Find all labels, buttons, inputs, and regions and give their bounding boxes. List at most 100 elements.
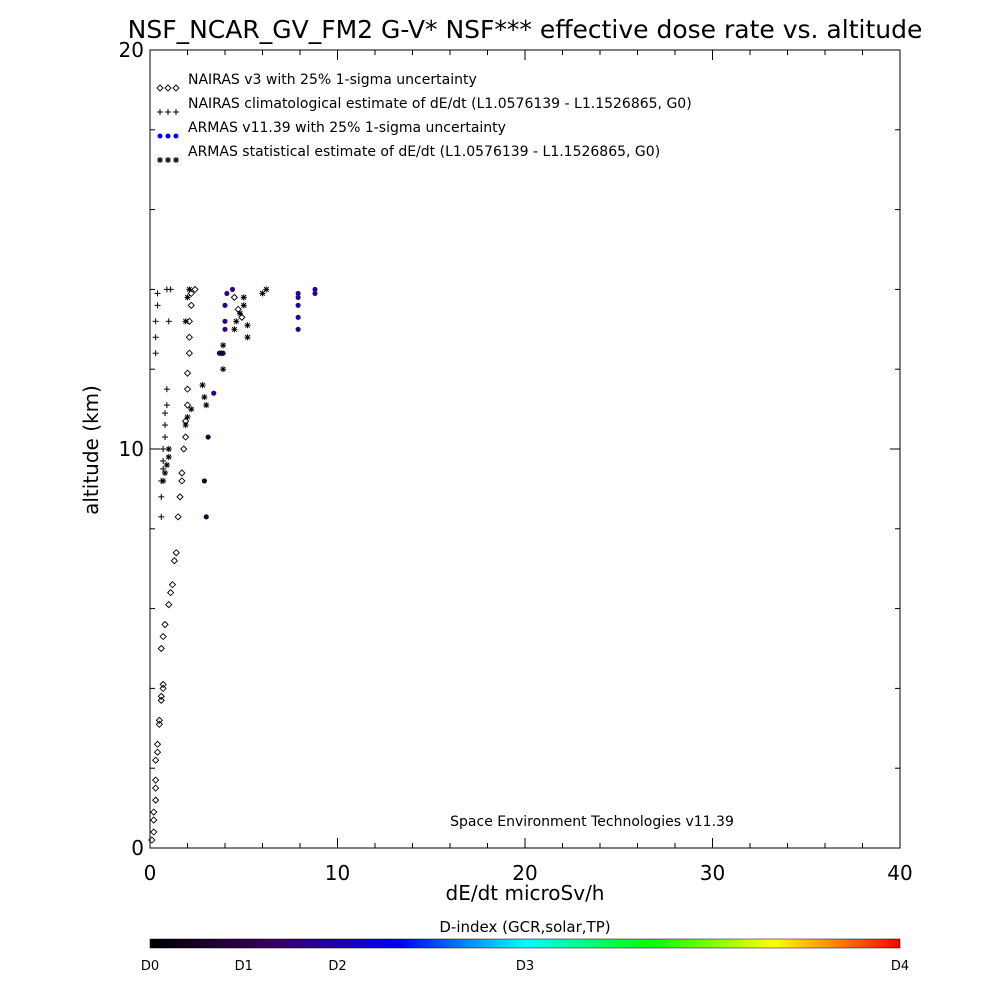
series-3 [160, 286, 270, 484]
x-tick-label: 40 [887, 861, 912, 885]
ast-d2 [263, 286, 269, 293]
data-point [187, 301, 195, 309]
data-point [153, 748, 162, 756]
legend-marker [173, 109, 179, 115]
legend-marker [173, 133, 179, 139]
data-point [222, 302, 228, 308]
legend-label: ARMAS v11.39 with 25% 1-sigma uncertaint… [188, 120, 506, 136]
colorbar [149, 938, 901, 949]
data-point [151, 776, 160, 784]
data-point [240, 302, 247, 309]
colorbar-label: D4 [891, 959, 909, 974]
data-point [159, 632, 167, 641]
data-point [174, 513, 182, 521]
data-point [183, 385, 192, 393]
ast-d2 [173, 157, 179, 163]
series-1 [152, 286, 174, 520]
ast-d2 [218, 350, 224, 356]
data-point [178, 469, 186, 477]
legend-marker [164, 84, 172, 92]
x-tick-label: 20 [512, 861, 537, 885]
data-point [168, 581, 177, 589]
series-2 [201, 286, 318, 520]
data-point [185, 317, 194, 325]
legend-marker [157, 157, 163, 163]
data-point [151, 784, 160, 792]
ast-d2 [203, 402, 209, 408]
ast-d2 [166, 446, 172, 452]
data-point [172, 549, 180, 557]
colorbar-label: D1 [235, 959, 253, 974]
data-point [153, 740, 162, 748]
data-point [312, 286, 318, 292]
ast-d2 [199, 382, 206, 388]
ast-d2 [164, 462, 170, 468]
data-point [154, 290, 161, 297]
colorbar-labels: D0 D1 D2 D3 D4 [141, 959, 909, 974]
data-point [231, 326, 238, 333]
data-point [183, 401, 192, 409]
data-point [183, 369, 192, 377]
data-point [191, 285, 199, 294]
legend-marker [157, 133, 163, 139]
data-point [188, 406, 195, 413]
data-point [222, 326, 228, 332]
data-point [180, 445, 188, 453]
data-point [165, 318, 172, 325]
data-point [295, 294, 301, 300]
data-point [178, 477, 186, 485]
data-point [159, 684, 167, 693]
data-point [222, 318, 228, 324]
data-point [233, 318, 240, 325]
data-point [185, 349, 194, 357]
data-point [160, 477, 167, 484]
data-point [151, 756, 160, 764]
data-point [295, 314, 301, 320]
data-point [205, 434, 211, 440]
data-point [167, 286, 174, 293]
ast-d2 [241, 294, 247, 300]
x-tick-label: 10 [325, 861, 350, 885]
ast-d2 [244, 322, 251, 328]
data-point [162, 434, 168, 441]
x-tick-label: 0 [144, 861, 157, 885]
x-tick-labels: 0 10 20 30 40 [144, 861, 913, 885]
ast-d2 [184, 294, 191, 300]
data-point [152, 318, 159, 325]
data-point [158, 513, 165, 520]
data-point [152, 334, 159, 341]
data-point [159, 680, 167, 689]
ast-d2 [188, 406, 194, 412]
colorbar-label: D2 [328, 959, 346, 974]
data-point [259, 290, 266, 297]
ast-d2 [157, 157, 163, 163]
data-point [203, 514, 209, 520]
data-point [230, 293, 239, 302]
data-point [157, 644, 165, 653]
ast-d2 [244, 334, 251, 340]
legend-marker [165, 157, 171, 163]
ast-d2 [184, 414, 191, 420]
legend-marker [172, 84, 180, 92]
data-point [163, 386, 170, 393]
plot-frame [149, 49, 901, 849]
legend: NAIRAS v3 with 25% 1-sigma uncertainty NA… [156, 72, 692, 163]
data-point [201, 394, 208, 401]
data-point [295, 302, 301, 308]
data-point [160, 457, 167, 464]
legend-marker [165, 133, 171, 139]
data-point [182, 422, 189, 429]
legend-marker [156, 84, 164, 92]
data-point [201, 478, 207, 484]
data-point [161, 620, 169, 629]
data-point [229, 286, 236, 292]
data-point [150, 828, 158, 836]
data-point [165, 453, 172, 460]
data-point [218, 350, 225, 357]
y-axis-label: altitude (km) [79, 385, 103, 515]
data-point [162, 410, 168, 417]
ast-d2 [220, 342, 226, 348]
data-point [220, 342, 227, 349]
data-point [244, 334, 251, 341]
